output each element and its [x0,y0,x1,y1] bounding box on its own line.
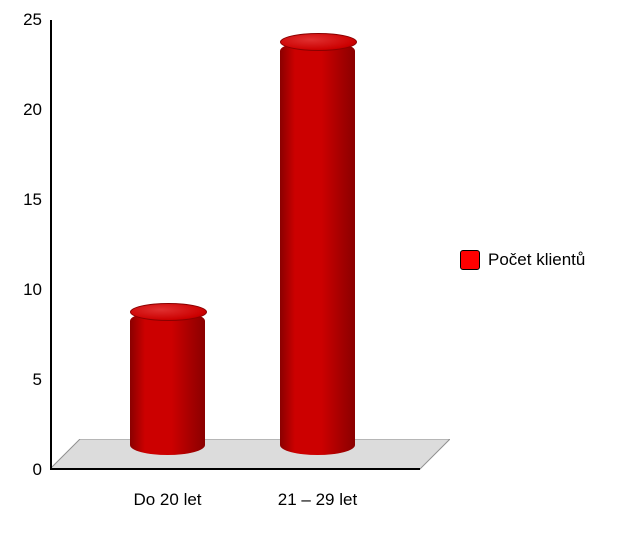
y-tick-label: 0 [33,460,42,480]
y-tick-label: 10 [23,280,42,300]
y-axis [50,20,52,470]
bar [280,41,355,455]
legend-label: Počet klientů [488,250,585,270]
chart-floor [50,439,450,471]
chart-container: 0510152025Do 20 let21 – 29 let Počet kli… [0,0,629,550]
plot-area: 0510152025Do 20 let21 – 29 let [50,20,420,470]
y-tick-label: 20 [23,100,42,120]
y-tick-label: 5 [33,370,42,390]
legend-swatch [460,250,480,270]
x-category-label: 21 – 29 let [278,490,357,510]
x-category-label: Do 20 let [133,490,201,510]
bar-top [280,33,357,51]
y-tick-label: 25 [23,10,42,30]
bar [130,311,205,455]
bar-body [280,41,355,455]
y-tick-label: 15 [23,190,42,210]
legend: Počet klientů [460,250,585,270]
bar-top [130,303,207,321]
bar-body [130,311,205,455]
